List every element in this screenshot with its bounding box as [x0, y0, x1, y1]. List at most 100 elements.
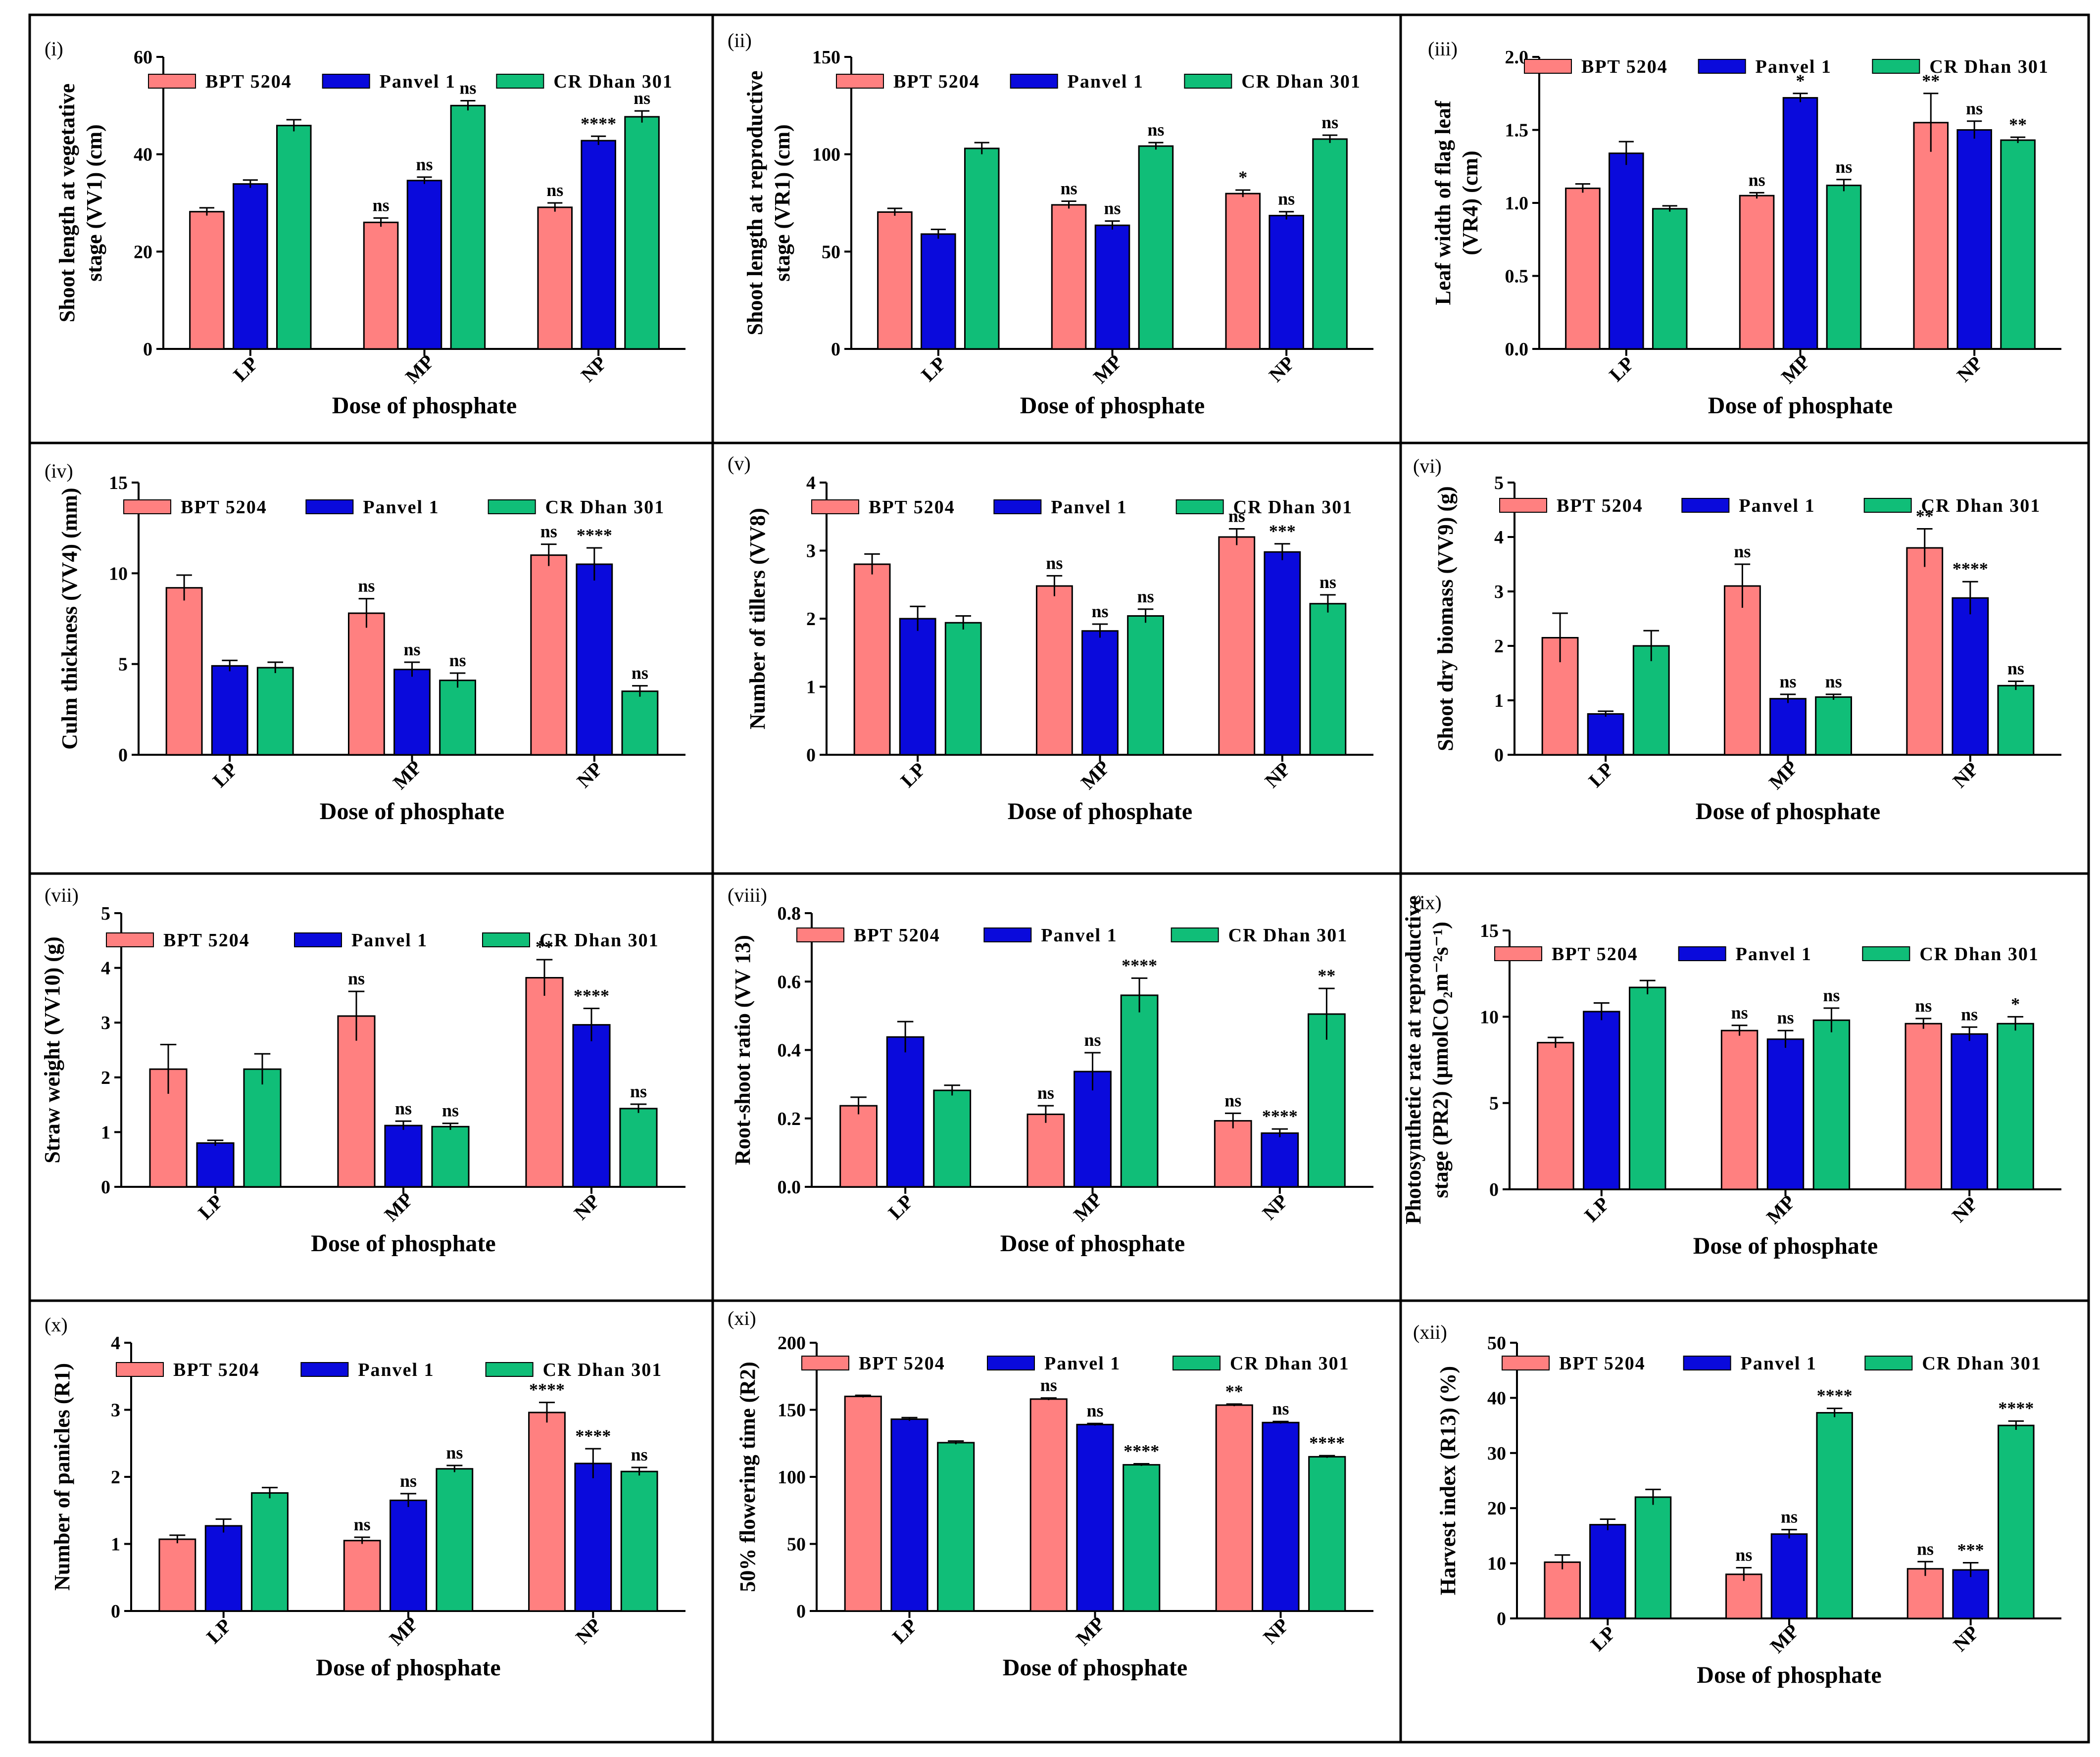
significance-label: ns	[416, 154, 433, 174]
legend-swatch	[1172, 1356, 1221, 1370]
bar	[890, 1418, 928, 1612]
y-tick-label: 5	[101, 903, 110, 924]
legend-label: BPT 5204	[163, 930, 250, 951]
y-tick-label: 0	[796, 1601, 806, 1622]
significance-label: ns	[449, 650, 466, 670]
significance-label: ns	[1137, 586, 1154, 606]
x-tick-label: MP	[1069, 1188, 1107, 1226]
bar	[1120, 994, 1159, 1188]
legend-swatch	[993, 499, 1042, 514]
bar	[1123, 1464, 1161, 1612]
y-tick-label: 1	[1494, 690, 1504, 711]
y-axis-label: Straw weight (VV10) (g)	[40, 936, 64, 1163]
legend-swatch	[485, 1362, 534, 1377]
bar	[450, 104, 486, 350]
y-tick-label: 2	[806, 609, 816, 630]
bar	[1816, 1412, 1853, 1619]
bar	[530, 554, 568, 756]
legend-swatch	[1678, 946, 1726, 961]
bar	[1587, 713, 1624, 756]
legend-label: CR Dhan 301	[1228, 925, 1348, 946]
chart-panel-4: (iv) 0 5 10 15 Culm thickness (VV4) (mm) LP MP n…	[28, 441, 714, 875]
bar	[1770, 1533, 1808, 1619]
x-tick-label: NP	[1261, 758, 1295, 792]
bar	[363, 221, 399, 350]
significance-label: ns	[354, 1514, 371, 1534]
significance-label: *	[1238, 167, 1247, 187]
y-tick-label: 0.4	[778, 1040, 801, 1061]
x-axis-label: Dose of phosphate	[1000, 1230, 1185, 1257]
y-tick-label: 30	[1487, 1443, 1506, 1464]
legend-swatch	[300, 1362, 349, 1377]
panel-label: (v)	[728, 452, 751, 475]
bar	[1609, 152, 1644, 350]
bar	[390, 1499, 427, 1612]
legend-label: Panvel 1	[1041, 925, 1117, 946]
bar	[877, 211, 913, 350]
bar	[572, 1024, 611, 1188]
significance-label: ns	[1749, 170, 1765, 190]
legend-swatch	[1681, 498, 1730, 513]
bar	[1906, 547, 1944, 756]
significance-label: ns	[1228, 506, 1245, 526]
legend-label: CR Dhan 301	[553, 71, 673, 92]
legend-swatch	[987, 1356, 1035, 1370]
legend-label: CR Dhan 301	[1929, 56, 2049, 77]
y-tick-label: 0	[1497, 1609, 1506, 1629]
bar	[1537, 1042, 1574, 1190]
legend-swatch	[106, 932, 154, 947]
legend-swatch	[294, 932, 342, 947]
significance-label: ns	[1915, 996, 1932, 1016]
legend-label: Panvel 1	[1739, 495, 1815, 516]
y-axis-label: Shoot dry biomass (VV9) (g)	[1433, 486, 1458, 751]
significance-label: *	[2011, 994, 2020, 1014]
significance-label: ns	[1735, 1545, 1752, 1565]
legend-swatch	[801, 1356, 849, 1370]
y-tick-label: 100	[778, 1467, 806, 1488]
significance-label: ns	[403, 639, 420, 659]
bar	[1051, 204, 1087, 350]
legend-label: Panvel 1	[1044, 1353, 1121, 1374]
y-tick-label: 40	[1487, 1388, 1506, 1409]
y-tick-label: 4	[111, 1333, 120, 1354]
y-tick-label: 5	[1489, 1093, 1499, 1114]
panel-label: (xi)	[728, 1307, 756, 1329]
x-tick-label: MP	[1089, 350, 1126, 388]
bar	[844, 1395, 882, 1612]
y-tick-label: 3	[806, 541, 816, 562]
legend-swatch	[1864, 1356, 1913, 1370]
x-axis-label: Dose of phosphate	[320, 798, 504, 825]
y-tick-label: 50	[822, 242, 840, 262]
x-tick-label: NP	[1948, 1192, 1982, 1227]
bar	[1583, 1011, 1620, 1190]
y-tick-label: 1	[806, 677, 816, 698]
bar	[1261, 1132, 1299, 1188]
y-tick-label: 0	[143, 339, 152, 360]
significance-label: ns	[540, 522, 557, 541]
legend-swatch	[1698, 59, 1746, 74]
significance-label: ns	[1835, 157, 1852, 177]
x-axis-label: Dose of phosphate	[332, 392, 517, 419]
bar	[1026, 1113, 1065, 1188]
bar	[1952, 597, 1989, 756]
legend-label: CR Dhan 301	[543, 1360, 663, 1380]
x-tick-label: NP	[571, 1614, 606, 1649]
bar	[1264, 551, 1301, 756]
x-tick-label: NP	[1953, 352, 1987, 387]
significance-label: ns	[358, 576, 375, 596]
bar	[964, 147, 1000, 350]
bar	[1997, 684, 2035, 756]
panel-label: (i)	[45, 38, 63, 60]
legend-label: Panvel 1	[1051, 497, 1127, 518]
significance-label: ns	[1061, 178, 1077, 198]
bar	[1634, 1496, 1672, 1619]
bar	[1826, 185, 1862, 350]
legend-swatch	[1494, 946, 1542, 961]
bar	[1956, 129, 1992, 350]
bar	[1769, 698, 1807, 756]
y-tick-label: 2	[101, 1068, 110, 1088]
x-axis-label: Dose of phosphate	[1008, 798, 1192, 825]
y-tick-label: 2	[1494, 636, 1504, 657]
significance-label: **	[1916, 506, 1934, 526]
